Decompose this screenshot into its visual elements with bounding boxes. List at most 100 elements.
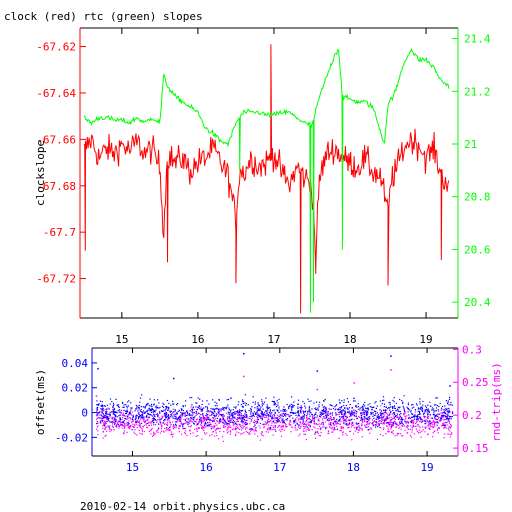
- scatter-point-rnd-trip: [126, 424, 128, 427]
- scatter-point-rnd-trip: [440, 409, 442, 411]
- scatter-point-rnd-trip: [322, 419, 324, 421]
- scatter-point-offset: [283, 422, 285, 424]
- scatter-point-offset: [197, 406, 199, 408]
- scatter-point-rnd-trip: [378, 423, 380, 425]
- scatter-point-rnd-trip: [116, 423, 118, 425]
- scatter-point-rnd-trip: [201, 427, 203, 430]
- scatter-point-offset: [419, 408, 421, 410]
- scatter-point-offset: [407, 421, 409, 424]
- scatter-point-offset: [228, 416, 230, 418]
- scatter-point-offset: [383, 409, 385, 411]
- scatter-point-offset: [357, 422, 359, 425]
- scatter-point-rnd-trip: [419, 421, 421, 423]
- scatter-point-rnd-trip: [159, 432, 161, 434]
- scatter-point-offset: [306, 415, 308, 417]
- scatter-point-rnd-trip: [307, 417, 309, 419]
- scatter-point-rnd-trip: [178, 431, 180, 433]
- scatter-point-rnd-trip: [172, 436, 174, 438]
- scatter-point-rnd-trip: [264, 421, 266, 423]
- scatter-point-rnd-trip: [176, 421, 178, 423]
- scatter-point-rnd-trip: [409, 428, 411, 430]
- scatter-point-offset: [124, 417, 126, 420]
- scatter-point-rnd-trip: [346, 420, 348, 422]
- scatter-point-rnd-trip: [191, 421, 193, 423]
- scatter-point-offset: [163, 403, 165, 406]
- scatter-point-offset: [407, 411, 409, 413]
- scatter-point-offset: [173, 403, 175, 405]
- scatter-point-rnd-trip: [405, 426, 407, 428]
- scatter-point-rnd-trip: [189, 422, 191, 424]
- scatter-point-rnd-trip: [104, 420, 106, 422]
- scatter-point-rnd-trip: [194, 428, 196, 430]
- scatter-point-offset: [218, 420, 220, 422]
- scatter-point-offset: [399, 415, 401, 417]
- scatter-point-offset: [197, 397, 199, 399]
- scatter-point-rnd-trip: [177, 427, 179, 429]
- scatter-point-offset: [153, 421, 155, 424]
- scatter-point-rnd-trip: [102, 427, 104, 429]
- scatter-point-rnd-trip: [435, 418, 437, 420]
- scatter-point-offset: [174, 417, 176, 419]
- scatter-point-rnd-trip: [182, 428, 184, 430]
- scatter-point-offset: [156, 407, 159, 409]
- scatter-point-offset: [97, 403, 99, 405]
- scatter-point-rnd-trip: [196, 418, 198, 420]
- scatter-point-offset: [198, 427, 200, 429]
- scatter-point-rnd-trip: [167, 422, 169, 424]
- scatter-point-rnd-trip: [313, 422, 315, 425]
- scatter-point-rnd-trip: [138, 421, 140, 423]
- scatter-point-offset: [447, 410, 449, 412]
- scatter-point-offset: [168, 417, 170, 419]
- scatter-point-rnd-trip: [102, 437, 104, 439]
- scatter-point-offset: [297, 415, 299, 417]
- scatter-point-offset: [293, 401, 295, 403]
- scatter-point-rnd-trip: [349, 430, 351, 433]
- scatter-point-rnd-trip: [310, 419, 312, 421]
- scatter-point-offset: [352, 412, 354, 414]
- scatter-point-rnd-trip: [246, 431, 249, 433]
- scatter-point-rnd-trip: [370, 427, 372, 429]
- scatter-point-rnd-trip: [352, 433, 355, 435]
- scatter-point-offset: [159, 412, 161, 414]
- scatter-point-rnd-trip: [340, 428, 342, 430]
- scatter-point-rnd-trip: [302, 410, 304, 412]
- scatter-point-offset: [178, 417, 180, 419]
- scatter-point-rnd-trip: [226, 419, 229, 421]
- scatter-point-offset: [203, 407, 205, 409]
- scatter-point-rnd-trip: [128, 423, 130, 425]
- scatter-point-offset: [115, 411, 117, 413]
- scatter-point-rnd-trip: [126, 422, 128, 424]
- scatter-point-offset: [244, 402, 246, 404]
- scatter-point-offset: [264, 414, 266, 416]
- scatter-point-rnd-trip: [110, 429, 113, 431]
- scatter-point-offset: [422, 409, 424, 411]
- scatter-point-rnd-trip: [287, 414, 289, 416]
- scatter-point-rnd-trip: [327, 420, 330, 422]
- scatter-point-offset: [293, 412, 295, 414]
- scatter-point-offset: [137, 407, 139, 409]
- scatter-point-rnd-trip: [444, 423, 446, 425]
- scatter-point-rnd-trip: [133, 431, 135, 433]
- scatter-point-rnd-trip: [132, 417, 134, 419]
- bottom-y2-tick-label: 0.3: [462, 343, 482, 356]
- scatter-point-offset: [396, 424, 398, 426]
- scatter-point-offset: [132, 419, 134, 421]
- scatter-point-offset: [360, 419, 362, 421]
- scatter-point-offset: [362, 406, 364, 408]
- scatter-point-rnd-trip: [237, 414, 239, 416]
- scatter-point-rnd-trip: [429, 424, 431, 426]
- scatter-point-offset: [423, 420, 425, 422]
- scatter-point-rnd-trip: [447, 420, 449, 422]
- scatter-point-offset: [324, 398, 326, 401]
- scatter-point-offset: [192, 410, 194, 412]
- scatter-point-offset: [253, 414, 255, 417]
- scatter-point-rnd-trip: [180, 418, 182, 420]
- scatter-point-offset: [213, 414, 215, 416]
- scatter-point-offset: [111, 418, 113, 420]
- scatter-point-rnd-trip: [203, 415, 205, 417]
- scatter-point-rnd-trip: [404, 415, 406, 417]
- scatter-point-offset: [112, 426, 114, 428]
- scatter-point-offset: [431, 417, 433, 419]
- scatter-point-rnd-trip: [383, 420, 386, 422]
- scatter-point-rnd-trip: [126, 423, 128, 425]
